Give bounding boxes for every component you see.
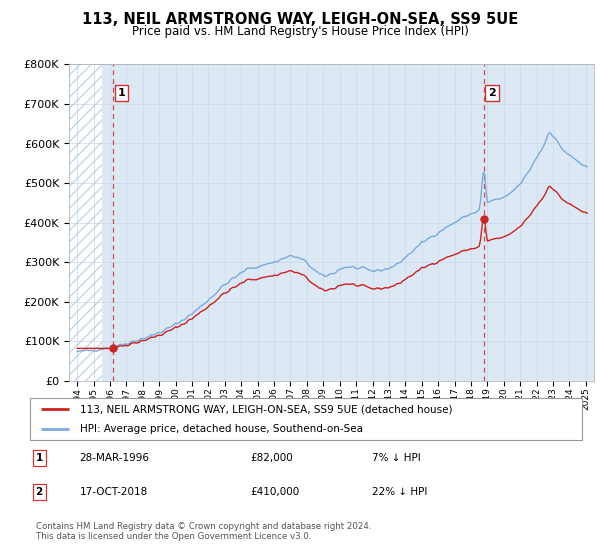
Text: HPI: Average price, detached house, Southend-on-Sea: HPI: Average price, detached house, Sout… xyxy=(80,424,362,433)
Text: £82,000: £82,000 xyxy=(251,453,293,463)
Text: 1: 1 xyxy=(35,453,43,463)
Text: 17-OCT-2018: 17-OCT-2018 xyxy=(80,487,148,497)
Text: 113, NEIL ARMSTRONG WAY, LEIGH-ON-SEA, SS9 5UE: 113, NEIL ARMSTRONG WAY, LEIGH-ON-SEA, S… xyxy=(82,12,518,27)
Bar xyxy=(69,64,102,381)
Text: 7% ↓ HPI: 7% ↓ HPI xyxy=(372,453,421,463)
Text: 2: 2 xyxy=(35,487,43,497)
Text: Price paid vs. HM Land Registry's House Price Index (HPI): Price paid vs. HM Land Registry's House … xyxy=(131,25,469,38)
Text: 2: 2 xyxy=(488,88,496,98)
Text: 22% ↓ HPI: 22% ↓ HPI xyxy=(372,487,428,497)
FancyBboxPatch shape xyxy=(30,398,582,440)
Text: 1: 1 xyxy=(118,88,125,98)
Text: Contains HM Land Registry data © Crown copyright and database right 2024.
This d: Contains HM Land Registry data © Crown c… xyxy=(35,522,371,541)
Bar xyxy=(69,64,102,381)
Text: 113, NEIL ARMSTRONG WAY, LEIGH-ON-SEA, SS9 5UE (detached house): 113, NEIL ARMSTRONG WAY, LEIGH-ON-SEA, S… xyxy=(80,404,452,414)
Text: £410,000: £410,000 xyxy=(251,487,300,497)
Text: 28-MAR-1996: 28-MAR-1996 xyxy=(80,453,149,463)
